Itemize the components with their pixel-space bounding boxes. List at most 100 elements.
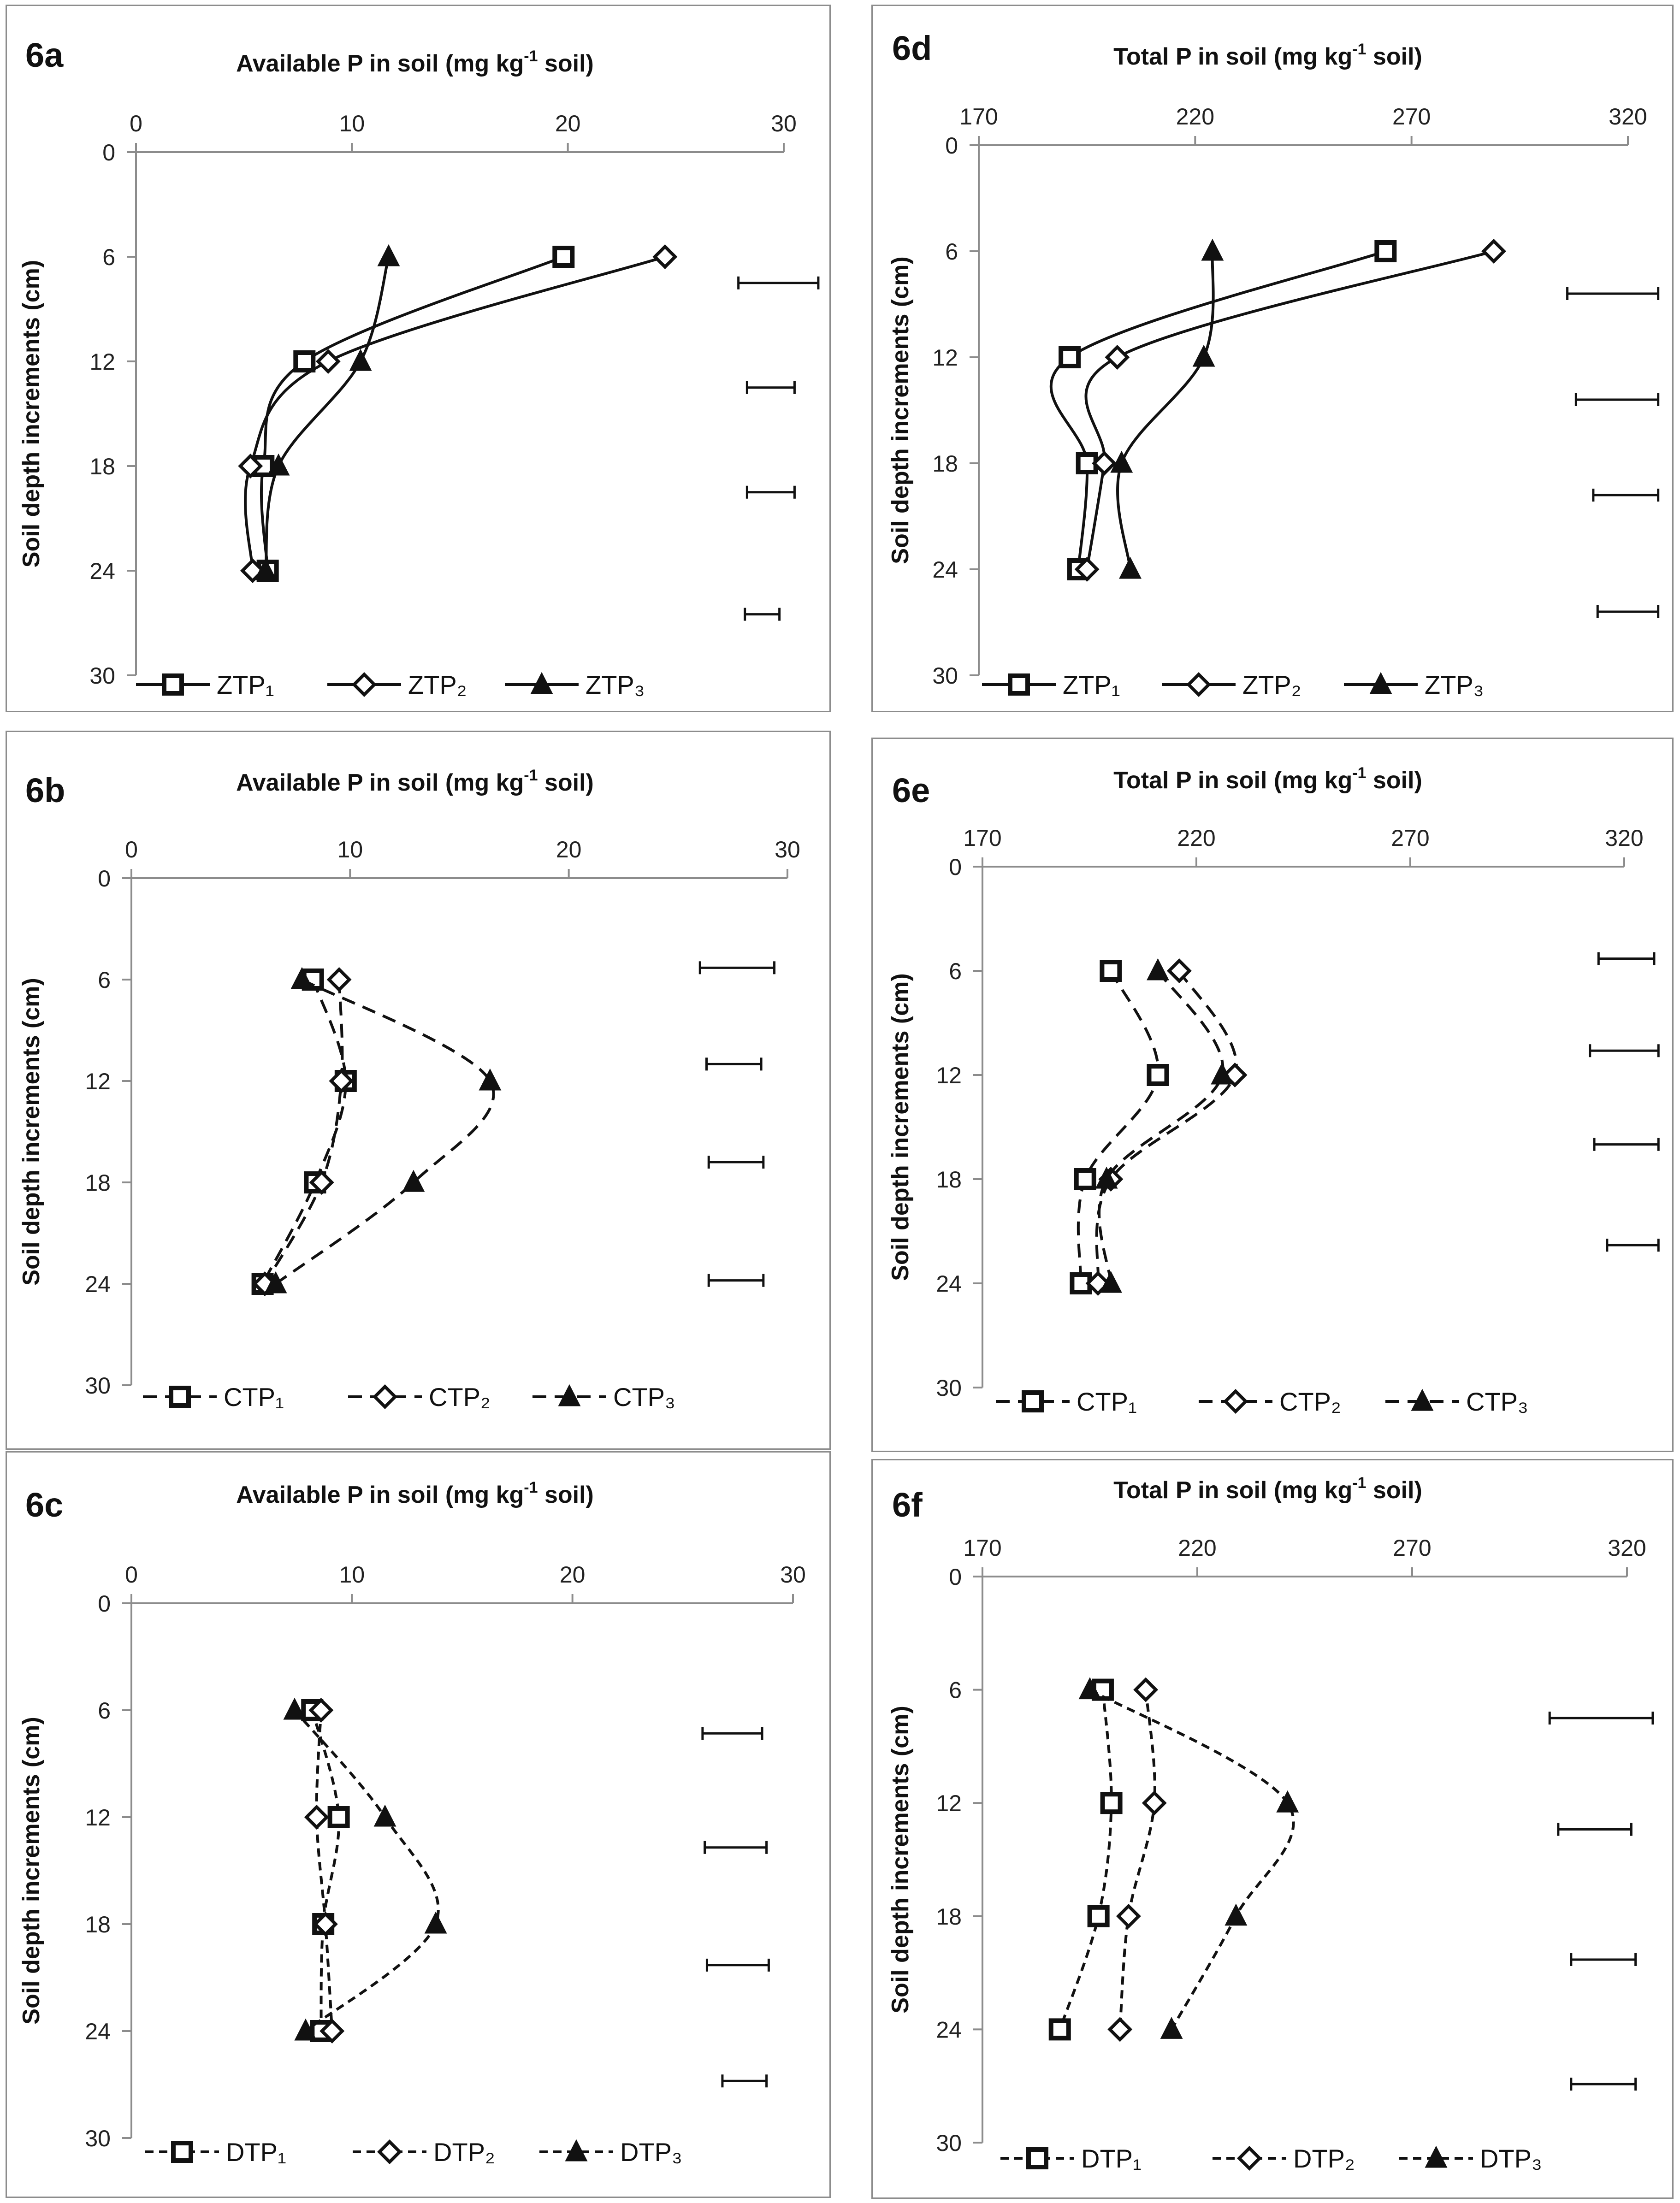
series-line-2 [1095, 970, 1238, 1284]
x-tick-label: 0 [130, 111, 142, 136]
legend-label: ZTP₂ [1242, 670, 1301, 699]
x-tick-label: 10 [339, 111, 365, 136]
data-point-series-3 [1147, 958, 1169, 980]
y-tick-label: 30 [85, 2126, 111, 2151]
legend-marker [171, 2141, 193, 2163]
chart-6d: 6d Total P in soil (mg kg-1 soil) Soil dep… [887, 29, 1660, 699]
legend-marker [565, 2139, 588, 2162]
data-point-series-3 [1201, 238, 1224, 261]
panel-6a [6, 5, 831, 712]
panel-label: 6a [25, 36, 64, 74]
data-point-series-2 [304, 1805, 329, 1830]
chart-title: Total P in soil (mg kg-1 soil) [1113, 1474, 1422, 1504]
chart-title: Available P in soil (mg kg-1 soil) [236, 47, 594, 77]
y-tick-label: 18 [85, 1912, 111, 1937]
x-tick-label: 270 [1393, 1535, 1431, 1561]
series-line-1 [261, 979, 347, 1285]
y-tick-label: 12 [89, 349, 115, 375]
data-point-series-3 [1160, 2017, 1183, 2039]
chart-6b: 6b Available P in soil (mg kg-1 soil) Soil… [18, 767, 800, 1412]
y-tick-label: 18 [936, 1904, 962, 1930]
data-point-series-3 [294, 2018, 317, 2041]
data-point-series-3 [1099, 1270, 1122, 1293]
y-tick-label: 30 [85, 1373, 111, 1399]
legend-marker [169, 1386, 191, 1408]
y-tick-label: 12 [85, 1805, 111, 1831]
x-tick-label: 20 [556, 837, 582, 862]
y-tick-label: 0 [945, 133, 958, 159]
y-tick-label: 6 [98, 967, 111, 993]
series-line-3 [1098, 970, 1225, 1284]
legend-marker [1008, 673, 1030, 696]
data-point-series-3 [1078, 1677, 1101, 1700]
data-point-series-2 [326, 967, 352, 992]
legend-label: ZTP₁ [217, 670, 274, 699]
data-point-series-3 [1192, 344, 1215, 367]
series-line-3 [275, 978, 495, 1285]
series-line-2 [315, 1710, 334, 2032]
y-tick-label: 24 [932, 557, 958, 583]
chart-title: Total P in soil (mg kg-1 soil) [1113, 41, 1422, 70]
data-point-series-2 [1133, 1677, 1159, 1702]
data-point-series-2 [1092, 451, 1117, 476]
series-line-2 [263, 979, 344, 1285]
legend-marker [1237, 2146, 1262, 2171]
y-tick-label: 18 [932, 451, 958, 477]
y-tick-label: 30 [936, 2130, 962, 2156]
y-tick-label: 30 [932, 663, 958, 689]
panel-label: 6e [892, 771, 930, 809]
legend-marker [1369, 672, 1392, 694]
legend-marker [530, 672, 553, 694]
y-axis-label: Soil depth increments (cm) [18, 1717, 45, 2024]
series-line-2 [1084, 250, 1494, 570]
legend-label: DTP₂ [1293, 2144, 1355, 2173]
y-tick-label: 0 [98, 866, 111, 892]
legend-marker [1411, 1388, 1434, 1411]
series-line-1 [260, 255, 564, 571]
legend-label: CTP₃ [1466, 1387, 1528, 1416]
y-tick-label: 0 [98, 1591, 111, 1617]
data-point-series-3 [1225, 1903, 1248, 1926]
data-point-series-2 [1107, 2017, 1133, 2042]
x-tick-label: 20 [555, 111, 581, 136]
x-tick-label: 0 [125, 1562, 138, 1588]
chart-6e: 6e Total P in soil (mg kg-1 soil) Soil dep… [887, 764, 1660, 1416]
legend-label: DTP₃ [1480, 2144, 1542, 2173]
y-tick-label: 12 [932, 345, 958, 371]
y-tick-label: 12 [936, 1790, 962, 1816]
y-tick-label: 0 [949, 854, 962, 880]
y-tick-label: 24 [89, 558, 115, 584]
legend-label: DTP₂ [433, 2138, 495, 2167]
legend-label: CTP₃ [613, 1382, 675, 1412]
x-tick-label: 320 [1605, 825, 1643, 851]
legend-marker [162, 673, 184, 696]
panel-label: 6f [892, 1486, 923, 1524]
series-line-1 [1058, 1689, 1113, 2030]
chart-6a: 6a Available P in soil (mg kg-1 soil) Soil… [18, 36, 820, 699]
legend-label: ZTP₁ [1063, 670, 1120, 699]
y-tick-label: 6 [945, 239, 958, 265]
data-point-series-3 [283, 1697, 306, 1720]
x-tick-label: 170 [963, 1535, 1001, 1561]
series-line-3 [1089, 1688, 1295, 2030]
y-tick-label: 24 [936, 2017, 962, 2043]
y-axis-label: Soil depth increments (cm) [887, 1706, 914, 2013]
x-tick-label: 270 [1392, 104, 1431, 130]
x-tick-label: 220 [1176, 104, 1214, 130]
data-point-series-1 [1059, 346, 1081, 368]
chart-6c: 6c Available P in soil (mg kg-1 soil) Soil… [18, 1479, 806, 2167]
x-tick-label: 170 [963, 825, 1001, 851]
series-line-1 [311, 1710, 340, 2032]
data-point-series-2 [652, 244, 678, 269]
y-tick-label: 18 [89, 454, 115, 479]
x-tick-label: 220 [1177, 825, 1215, 851]
y-tick-label: 6 [102, 244, 115, 270]
y-tick-label: 6 [949, 958, 962, 984]
panel-6e [871, 738, 1674, 1452]
data-point-series-3 [1211, 1062, 1234, 1085]
data-point-series-3 [479, 1068, 502, 1091]
legend-marker [377, 2139, 402, 2164]
panel-6c [6, 1451, 831, 2198]
series-line-2 [244, 255, 666, 571]
panel-label: 6b [25, 771, 65, 809]
